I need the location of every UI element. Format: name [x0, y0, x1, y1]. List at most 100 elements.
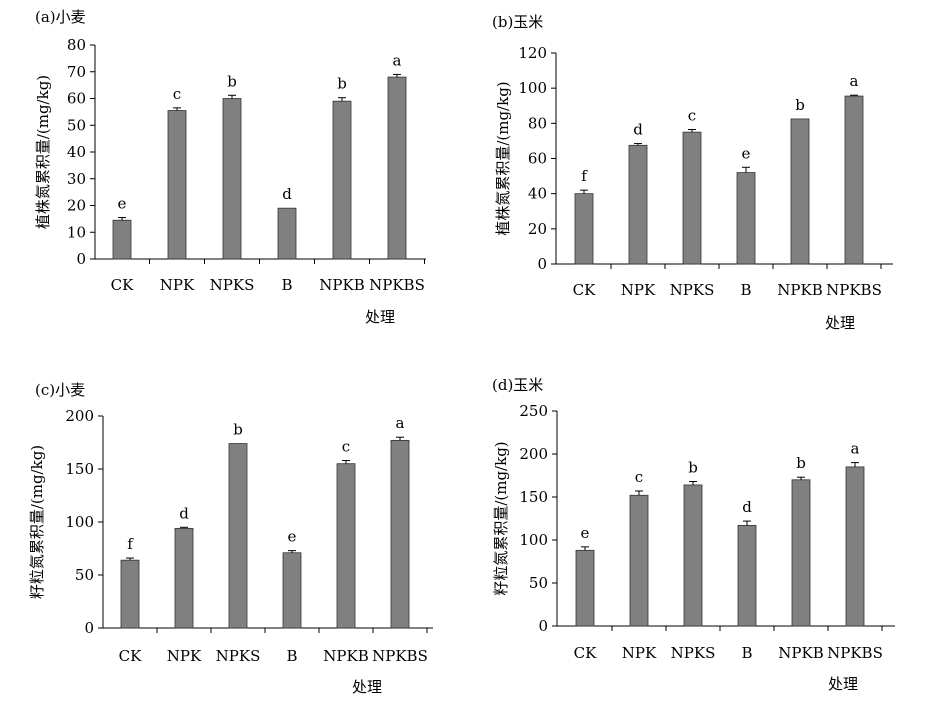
- significance-letter: e: [581, 524, 590, 542]
- bar-npk: [628, 144, 648, 265]
- category-label: NPK: [621, 281, 656, 299]
- y-tick-label: 0: [538, 617, 548, 635]
- y-tick-label: 60: [528, 150, 547, 168]
- y-tick-label: 100: [519, 531, 548, 549]
- y-tick-label: 80: [528, 114, 547, 132]
- category-label: NPK: [622, 644, 657, 662]
- y-tick-label: 150: [65, 460, 94, 478]
- panel-title: (a)小麦: [35, 8, 86, 26]
- category-label: NPKS: [670, 281, 715, 299]
- bar-npkb: [791, 479, 811, 627]
- bar-npks: [222, 98, 242, 260]
- category-label: CK: [573, 281, 596, 299]
- significance-letter: a: [850, 72, 859, 90]
- bar-npkbs: [390, 439, 410, 629]
- category-label: NPK: [167, 647, 202, 665]
- significance-letter: c: [688, 106, 696, 124]
- significance-letter: e: [118, 195, 127, 213]
- category-label: B: [741, 644, 752, 662]
- y-axis-label: 籽粒氮累积量/(mg/kg): [492, 441, 510, 595]
- y-tick-label: 40: [528, 185, 547, 203]
- category-label: CK: [119, 647, 142, 665]
- category-label: B: [740, 281, 751, 299]
- category-label: NPKBS: [369, 276, 425, 294]
- y-axis-label: 籽粒氮累积量/(mg/kg): [28, 445, 46, 599]
- y-tick-label: 200: [65, 407, 94, 425]
- x-axis-label: 处理: [352, 678, 382, 696]
- bar-b: [736, 172, 756, 265]
- y-tick-label: 70: [67, 63, 86, 81]
- significance-letter: b: [233, 421, 243, 439]
- bar-npks: [683, 484, 703, 627]
- bar-npks: [682, 131, 702, 265]
- bar-npkb: [332, 100, 352, 260]
- bar-npkb: [790, 118, 810, 265]
- category-label: NPK: [160, 276, 195, 294]
- y-tick-label: 0: [76, 250, 86, 268]
- y-tick-label: 40: [67, 143, 86, 161]
- category-label: NPKS: [210, 276, 255, 294]
- bar-npk: [167, 110, 187, 260]
- y-tick-label: 20: [67, 197, 86, 215]
- y-tick-label: 50: [75, 566, 94, 584]
- y-tick-label: 60: [67, 90, 86, 108]
- significance-letter: c: [635, 468, 643, 486]
- y-tick-label: 120: [518, 44, 547, 62]
- bar-npkbs: [387, 76, 407, 260]
- significance-letter: a: [851, 440, 860, 458]
- y-tick-label: 10: [67, 223, 86, 241]
- significance-letter: a: [396, 414, 405, 432]
- y-tick-label: 80: [67, 36, 86, 54]
- y-tick-label: 0: [84, 619, 94, 637]
- significance-letter: c: [342, 438, 350, 456]
- significance-letter: b: [795, 96, 805, 114]
- significance-letter: e: [742, 144, 751, 162]
- category-label: NPKS: [216, 647, 261, 665]
- category-label: NPKB: [323, 647, 368, 665]
- category-label: NPKB: [778, 644, 823, 662]
- y-tick-label: 150: [519, 488, 548, 506]
- x-axis-label: 处理: [365, 308, 395, 326]
- y-axis-label: 植株氮累积量/(mg/kg): [34, 75, 52, 229]
- x-axis-label: 处理: [828, 675, 858, 693]
- bar-npkb: [336, 463, 356, 629]
- significance-letter: b: [337, 75, 347, 93]
- significance-letter: d: [179, 504, 189, 522]
- y-tick-label: 0: [537, 255, 547, 273]
- bar-npk: [174, 527, 194, 629]
- category-label: NPKB: [319, 276, 364, 294]
- bar-b: [737, 524, 757, 627]
- category-label: NPKBS: [826, 281, 882, 299]
- panel-title: (b)玉米: [492, 13, 543, 31]
- bar-npks: [228, 443, 248, 629]
- significance-letter: d: [282, 185, 292, 203]
- y-tick-label: 20: [528, 220, 547, 238]
- significance-letter: b: [688, 459, 698, 477]
- bar-npkbs: [845, 466, 865, 627]
- y-tick-label: 250: [519, 402, 548, 420]
- y-tick-label: 200: [519, 445, 548, 463]
- category-label: CK: [574, 644, 597, 662]
- category-label: NPKS: [671, 644, 716, 662]
- panel-title: (d)玉米: [492, 376, 543, 394]
- category-label: NPKBS: [827, 644, 883, 662]
- bar-npkbs: [844, 95, 864, 265]
- significance-letter: f: [127, 535, 134, 553]
- category-label: CK: [111, 276, 134, 294]
- significance-letter: d: [633, 121, 643, 139]
- y-axis-label: 植株氮累积量/(mg/kg): [494, 81, 512, 235]
- bar-b: [282, 552, 302, 629]
- category-label: B: [281, 276, 292, 294]
- y-tick-label: 100: [518, 79, 547, 97]
- category-label: NPKB: [777, 281, 822, 299]
- significance-letter: e: [288, 528, 297, 546]
- significance-letter: b: [796, 454, 806, 472]
- y-tick-label: 50: [529, 574, 548, 592]
- bar-npk: [629, 494, 649, 627]
- bar-ck: [112, 219, 132, 260]
